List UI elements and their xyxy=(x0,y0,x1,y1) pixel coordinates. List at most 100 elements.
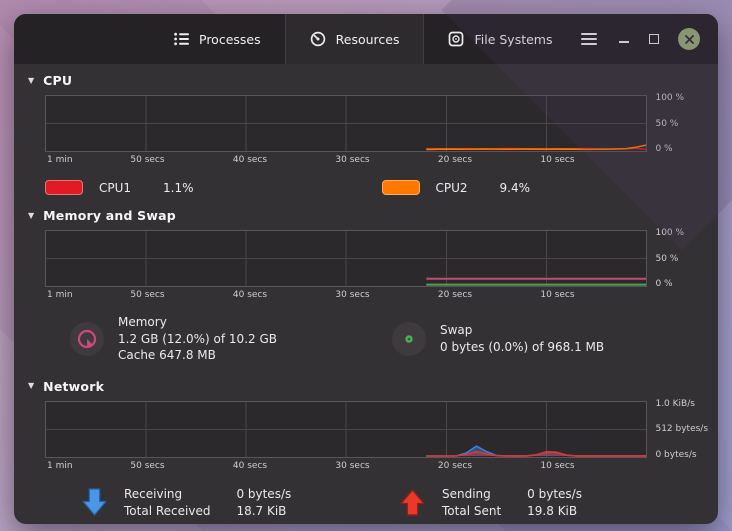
time-tick: 1 min xyxy=(47,460,73,471)
sending-rate: 0 bytes/s xyxy=(527,486,582,501)
receiving-rate: 0 bytes/s xyxy=(236,486,292,501)
collapse-arrow-icon: ▼ xyxy=(28,381,35,390)
tab-processes-label: Processes xyxy=(199,31,261,47)
y-tick: 0 % xyxy=(655,144,673,154)
cpu1-label: CPU1 xyxy=(99,180,132,195)
network-x-axis: 1 min 50 secs 40 secs 30 secs 20 secs 10… xyxy=(45,461,660,473)
total-sent-label: Total Sent xyxy=(442,503,502,518)
memory-label: Memory xyxy=(118,315,167,329)
time-tick: 40 secs xyxy=(232,290,268,300)
time-tick: 1 min xyxy=(47,290,73,300)
window-controls xyxy=(579,14,700,64)
y-tick: 0 % xyxy=(655,279,673,289)
memory-section-header[interactable]: ▼ Memory and Swap xyxy=(14,199,718,230)
time-tick: 1 min xyxy=(47,155,73,165)
cpu-y-axis: 100 % 50 % 0 % xyxy=(647,93,718,154)
swap-pie-icon xyxy=(392,321,426,356)
memory-legend-item: Memory 1.2 GB (12.0%) of 10.2 GB Cache 6… xyxy=(70,314,392,364)
time-tick: 20 secs xyxy=(437,460,473,471)
y-tick: 50 % xyxy=(655,118,679,129)
y-tick: 0 bytes/s xyxy=(655,449,697,460)
maximize-button[interactable] xyxy=(649,34,659,44)
time-tick: 40 secs xyxy=(232,460,268,471)
close-button[interactable] xyxy=(678,28,700,50)
cpu-legend: CPU1 1.1% CPU2 9.4% xyxy=(45,180,718,195)
tab-resources-label: Resources xyxy=(335,31,400,47)
tab-bar: Processes Resources xyxy=(150,14,576,64)
processes-icon xyxy=(174,32,189,46)
cpu-section-title: CPU xyxy=(43,73,73,88)
system-monitor-window: Processes Resources xyxy=(14,14,718,524)
memory-chart xyxy=(45,230,648,287)
y-tick: 50 % xyxy=(655,253,679,264)
sending-label: Sending xyxy=(442,486,491,501)
receiving-legend-item: Receiving Total Received 0 bytes/s 18.7 … xyxy=(82,486,400,520)
swap-legend-item: Swap 0 bytes (0.0%) of 968.1 MB xyxy=(392,314,714,364)
y-tick: 100 % xyxy=(655,228,685,238)
time-tick: 30 secs xyxy=(335,155,370,165)
network-section-header[interactable]: ▼ Network xyxy=(14,370,718,401)
cpu-x-axis: 1 min 50 secs 40 secs 30 secs 20 secs 10… xyxy=(45,155,660,167)
swap-label: Swap xyxy=(440,323,473,338)
cpu-section: ▼ CPU 100 % 50 % 0 % 1 min 50 secs 40 se… xyxy=(14,64,718,195)
time-tick: 30 secs xyxy=(335,290,370,300)
time-tick: 30 secs xyxy=(335,460,370,471)
time-tick: 50 secs xyxy=(130,155,165,165)
network-chart xyxy=(45,400,648,458)
collapse-arrow-icon: ▼ xyxy=(28,75,35,85)
time-tick: 50 secs xyxy=(130,290,165,300)
memory-section: ▼ Memory and Swap 100 % 50 % 0 % 1 min 5… xyxy=(14,199,718,364)
memory-x-axis: 1 min 50 secs 40 secs 30 secs 20 secs 10… xyxy=(45,290,660,302)
menu-icon[interactable] xyxy=(579,29,599,49)
y-tick: 100 % xyxy=(655,93,685,103)
cpu2-color-swatch xyxy=(381,180,420,195)
y-tick: 1.0 KiB/s xyxy=(655,398,695,409)
memory-pie-icon xyxy=(70,321,104,356)
cpu1-color-swatch xyxy=(45,180,83,195)
cpu2-label: CPU2 xyxy=(435,180,468,195)
memory-legend: Memory 1.2 GB (12.0%) of 10.2 GB Cache 6… xyxy=(70,314,718,364)
sending-arrow-icon xyxy=(400,488,425,517)
time-tick: 20 secs xyxy=(437,290,473,300)
receiving-label: Receiving xyxy=(124,486,183,501)
tab-file-systems-label: File Systems xyxy=(474,31,553,47)
cpu-chart xyxy=(45,95,648,152)
network-section-title: Network xyxy=(43,378,105,394)
collapse-arrow-icon: ▼ xyxy=(28,210,35,220)
cpu-section-header[interactable]: ▼ CPU xyxy=(14,64,718,95)
tab-file-systems[interactable]: File Systems xyxy=(424,14,576,64)
time-tick: 20 secs xyxy=(437,155,473,165)
total-received-label: Total Received xyxy=(124,503,211,518)
tab-processes[interactable]: Processes xyxy=(150,14,285,64)
titlebar: Processes Resources xyxy=(14,14,718,64)
close-icon xyxy=(684,34,694,44)
total-received-value: 18.7 KiB xyxy=(236,503,287,518)
time-tick: 40 secs xyxy=(232,155,268,165)
tab-separator xyxy=(284,14,286,64)
network-legend: Receiving Total Received 0 bytes/s 18.7 … xyxy=(82,486,718,520)
resources-icon xyxy=(310,31,326,47)
time-tick: 10 secs xyxy=(540,290,575,300)
cpu1-legend-item: CPU1 1.1% xyxy=(45,180,382,195)
cpu2-legend-item: CPU2 9.4% xyxy=(381,180,719,195)
tab-resources[interactable]: Resources xyxy=(285,14,424,64)
tab-separator xyxy=(423,14,425,64)
memory-section-title: Memory and Swap xyxy=(43,208,176,223)
time-tick: 10 secs xyxy=(540,460,575,471)
sending-legend-item: Sending Total Sent 0 bytes/s 19.8 KiB xyxy=(400,486,718,520)
time-tick: 10 secs xyxy=(540,155,575,165)
receiving-arrow-icon xyxy=(82,488,107,517)
network-y-axis: 1.0 KiB/s 512 bytes/s 0 bytes/s xyxy=(647,398,718,460)
memory-y-axis: 100 % 50 % 0 % xyxy=(647,228,718,289)
swap-usage: 0 bytes (0.0%) of 968.1 MB xyxy=(440,339,605,354)
y-tick: 512 bytes/s xyxy=(655,424,709,434)
time-tick: 50 secs xyxy=(130,460,165,471)
network-section: ▼ Network 1.0 KiB/s 512 bytes/s 0 bytes/… xyxy=(14,370,718,520)
total-sent-value: 19.8 KiB xyxy=(527,503,578,518)
memory-cache: Cache 647.8 MB xyxy=(118,348,216,362)
cpu1-value: 1.1% xyxy=(163,180,194,195)
memory-usage: 1.2 GB (12.0%) of 10.2 GB xyxy=(118,331,277,346)
minimize-button[interactable] xyxy=(618,32,630,46)
file-systems-icon xyxy=(448,31,464,47)
